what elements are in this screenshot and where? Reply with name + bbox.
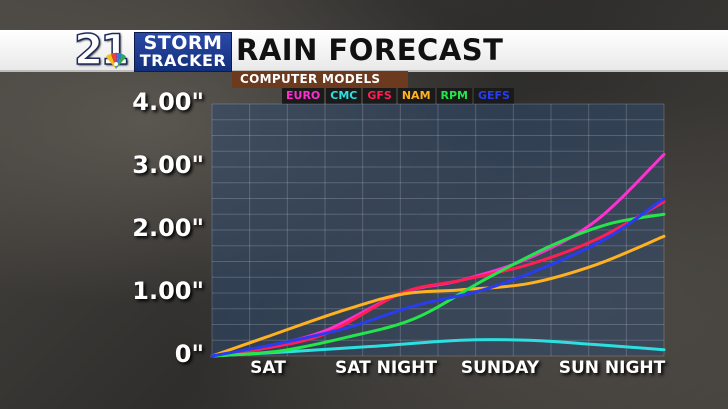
logo-storm-text: STORM [143, 32, 223, 54]
legend-item-nam: NAM [397, 88, 435, 104]
subtitle-bar [232, 71, 408, 88]
y-tick-label: 0" [174, 340, 204, 368]
legend-item-rpm: RPM [436, 88, 472, 104]
legend-item-gfs: GFS [363, 88, 396, 104]
legend: EURO CMC GFS NAM RPM GEFS [282, 88, 516, 104]
logo-tracker-text: TRACKER [139, 51, 227, 70]
x-tick-label: SAT NIGHT [335, 358, 437, 378]
x-tick-label: SUNDAY [460, 358, 540, 378]
page-title: RAIN FORECAST [236, 33, 504, 67]
subtitle: COMPUTER MODELS [240, 72, 381, 86]
y-tick-label: 2.00" [132, 214, 204, 242]
peacock-logo-icon [106, 52, 126, 69]
series-line-nam [210, 234, 666, 358]
channel-logo-number: 21 [73, 25, 130, 74]
y-tick-label: 1.00" [132, 277, 204, 305]
legend-item-cmc: CMC [326, 88, 362, 104]
series-line-gefs [210, 197, 666, 358]
y-tick-label: 4.00" [132, 88, 204, 116]
series-line-rpm [210, 212, 666, 358]
legend-item-gefs: GEFS [474, 88, 514, 104]
x-tick-label: SAT [250, 358, 286, 378]
legend-item-euro: EURO [282, 88, 325, 104]
storm-tracker-logo: STORM TRACKER [134, 32, 232, 72]
x-tick-label: SUN NIGHT [558, 358, 666, 378]
series-line-gfs [210, 200, 666, 358]
y-tick-label: 3.00" [132, 151, 204, 179]
